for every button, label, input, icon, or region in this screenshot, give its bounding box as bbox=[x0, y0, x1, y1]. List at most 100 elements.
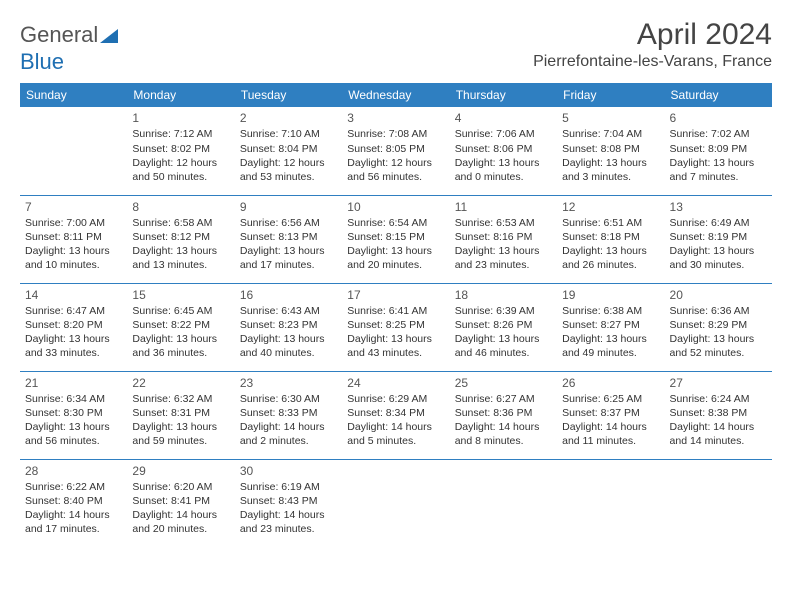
calendar-row: 1Sunrise: 7:12 AMSunset: 8:02 PMDaylight… bbox=[20, 107, 772, 195]
day-info-line: Daylight: 13 hours bbox=[240, 244, 337, 258]
day-info-line: Sunrise: 6:47 AM bbox=[25, 304, 122, 318]
day-info-line: Sunset: 8:18 PM bbox=[562, 230, 659, 244]
day-info-line: Daylight: 14 hours bbox=[562, 420, 659, 434]
calendar-row: 14Sunrise: 6:47 AMSunset: 8:20 PM Dayligh… bbox=[20, 283, 772, 371]
day-number: 6 bbox=[670, 110, 767, 126]
day-cell: 19Sunrise: 6:38 AMSunset: 8:27 PMDayligh… bbox=[557, 283, 664, 371]
day-number: 3 bbox=[347, 110, 444, 126]
day-info-line: Sunset: 8:22 PM bbox=[132, 318, 229, 332]
day-number: 13 bbox=[670, 199, 767, 215]
day-info-line: Sunrise: 6:29 AM bbox=[347, 392, 444, 406]
day-info-line: Sunrise: 7:06 AM bbox=[455, 127, 552, 141]
day-header: Friday bbox=[557, 83, 664, 107]
day-info-line: Daylight: 14 hours bbox=[240, 420, 337, 434]
day-info-line: Sunrise: 7:00 AM bbox=[25, 216, 122, 230]
day-header: Saturday bbox=[665, 83, 772, 107]
day-cell: 10Sunrise: 6:54 AMSunset: 8:15 PMDayligh… bbox=[342, 195, 449, 283]
title-block: April 2024 Pierrefontaine-les-Varans, Fr… bbox=[533, 18, 772, 71]
day-number: 1 bbox=[132, 110, 229, 126]
day-info-line: Sunrise: 6:30 AM bbox=[240, 392, 337, 406]
day-info-line: Daylight: 14 hours bbox=[670, 420, 767, 434]
day-info-line: Sunset: 8:33 PM bbox=[240, 406, 337, 420]
day-cell: 24Sunrise: 6:29 AMSunset: 8:34 PMDayligh… bbox=[342, 371, 449, 459]
day-cell: 7Sunrise: 7:00 AMSunset: 8:11 PMDaylight… bbox=[20, 195, 127, 283]
day-info-line: Sunset: 8:25 PM bbox=[347, 318, 444, 332]
day-info-line: Sunset: 8:11 PM bbox=[25, 230, 122, 244]
day-info-line: Sunrise: 6:51 AM bbox=[562, 216, 659, 230]
day-number: 12 bbox=[562, 199, 659, 215]
day-info-line: Daylight: 13 hours bbox=[347, 244, 444, 258]
day-header: Monday bbox=[127, 83, 234, 107]
day-info-line: Sunrise: 6:58 AM bbox=[132, 216, 229, 230]
day-info-line: Daylight: 13 hours bbox=[347, 332, 444, 346]
day-info-line: Sunset: 8:31 PM bbox=[132, 406, 229, 420]
day-number: 29 bbox=[132, 463, 229, 479]
day-info-line: Daylight: 14 hours bbox=[347, 420, 444, 434]
day-info-line: and 40 minutes. bbox=[240, 346, 337, 360]
empty-cell bbox=[450, 459, 557, 547]
day-header: Thursday bbox=[450, 83, 557, 107]
day-info-line: Sunrise: 6:43 AM bbox=[240, 304, 337, 318]
day-cell: 27Sunrise: 6:24 AMSunset: 8:38 PMDayligh… bbox=[665, 371, 772, 459]
day-info-line: Sunset: 8:41 PM bbox=[132, 494, 229, 508]
day-cell: 2Sunrise: 7:10 AMSunset: 8:04 PMDaylight… bbox=[235, 107, 342, 195]
day-info-line: and 2 minutes. bbox=[240, 434, 337, 448]
day-cell: 11Sunrise: 6:53 AMSunset: 8:16 PMDayligh… bbox=[450, 195, 557, 283]
day-info-line: Sunrise: 6:24 AM bbox=[670, 392, 767, 406]
day-info-line: and 13 minutes. bbox=[132, 258, 229, 272]
day-info-line: Daylight: 13 hours bbox=[25, 244, 122, 258]
day-number: 24 bbox=[347, 375, 444, 391]
day-info-line: and 50 minutes. bbox=[132, 170, 229, 184]
day-info-line: and 0 minutes. bbox=[455, 170, 552, 184]
calendar-row: 21Sunrise: 6:34 AMSunset: 8:30 PMDayligh… bbox=[20, 371, 772, 459]
day-info-line: and 59 minutes. bbox=[132, 434, 229, 448]
day-number: 28 bbox=[25, 463, 122, 479]
day-info-line: Sunset: 8:40 PM bbox=[25, 494, 122, 508]
day-info-line: Daylight: 13 hours bbox=[670, 332, 767, 346]
day-cell: 21Sunrise: 6:34 AMSunset: 8:30 PMDayligh… bbox=[20, 371, 127, 459]
day-number: 16 bbox=[240, 287, 337, 303]
logo-text-gray: General bbox=[20, 22, 98, 47]
day-info-line: Sunrise: 6:41 AM bbox=[347, 304, 444, 318]
day-info-line: Sunset: 8:23 PM bbox=[240, 318, 337, 332]
day-info-line: Sunset: 8:20 PM bbox=[25, 318, 122, 332]
day-cell: 12Sunrise: 6:51 AMSunset: 8:18 PMDayligh… bbox=[557, 195, 664, 283]
logo-text: GeneralBlue bbox=[20, 22, 118, 75]
day-header: Tuesday bbox=[235, 83, 342, 107]
day-info-line: and 10 minutes. bbox=[25, 258, 122, 272]
day-info-line: Sunset: 8:27 PM bbox=[562, 318, 659, 332]
day-cell: 15Sunrise: 6:45 AMSunset: 8:22 PMDayligh… bbox=[127, 283, 234, 371]
location-label: Pierrefontaine-les-Varans, France bbox=[533, 53, 772, 71]
day-cell: 1Sunrise: 7:12 AMSunset: 8:02 PMDaylight… bbox=[127, 107, 234, 195]
day-number: 17 bbox=[347, 287, 444, 303]
day-number: 2 bbox=[240, 110, 337, 126]
day-cell: 9Sunrise: 6:56 AMSunset: 8:13 PMDaylight… bbox=[235, 195, 342, 283]
day-number: 11 bbox=[455, 199, 552, 215]
day-info-line: and 30 minutes. bbox=[670, 258, 767, 272]
day-info-line: and 46 minutes. bbox=[455, 346, 552, 360]
day-info-line: Daylight: 13 hours bbox=[132, 332, 229, 346]
day-info-line: Sunset: 8:19 PM bbox=[670, 230, 767, 244]
day-info-line: Sunrise: 7:08 AM bbox=[347, 127, 444, 141]
day-info-line: Sunrise: 6:54 AM bbox=[347, 216, 444, 230]
day-cell: 26Sunrise: 6:25 AMSunset: 8:37 PMDayligh… bbox=[557, 371, 664, 459]
day-info-line: Daylight: 13 hours bbox=[132, 244, 229, 258]
day-number: 10 bbox=[347, 199, 444, 215]
logo: GeneralBlue bbox=[20, 22, 118, 75]
day-info-line: Daylight: 14 hours bbox=[455, 420, 552, 434]
day-info-line: and 53 minutes. bbox=[240, 170, 337, 184]
day-cell: 22Sunrise: 6:32 AMSunset: 8:31 PMDayligh… bbox=[127, 371, 234, 459]
logo-triangle-icon bbox=[100, 23, 118, 49]
day-info-line: Sunrise: 7:12 AM bbox=[132, 127, 229, 141]
day-cell: 13Sunrise: 6:49 AMSunset: 8:19 PMDayligh… bbox=[665, 195, 772, 283]
day-info-line: Sunset: 8:30 PM bbox=[25, 406, 122, 420]
day-number: 14 bbox=[25, 287, 122, 303]
day-cell: 17Sunrise: 6:41 AMSunset: 8:25 PMDayligh… bbox=[342, 283, 449, 371]
day-info-line: Daylight: 14 hours bbox=[132, 508, 229, 522]
day-info-line: Sunrise: 6:32 AM bbox=[132, 392, 229, 406]
day-info-line: Sunrise: 6:49 AM bbox=[670, 216, 767, 230]
day-number: 15 bbox=[132, 287, 229, 303]
day-info-line: Sunset: 8:08 PM bbox=[562, 142, 659, 156]
day-info-line: and 5 minutes. bbox=[347, 434, 444, 448]
day-info-line: Sunrise: 6:27 AM bbox=[455, 392, 552, 406]
